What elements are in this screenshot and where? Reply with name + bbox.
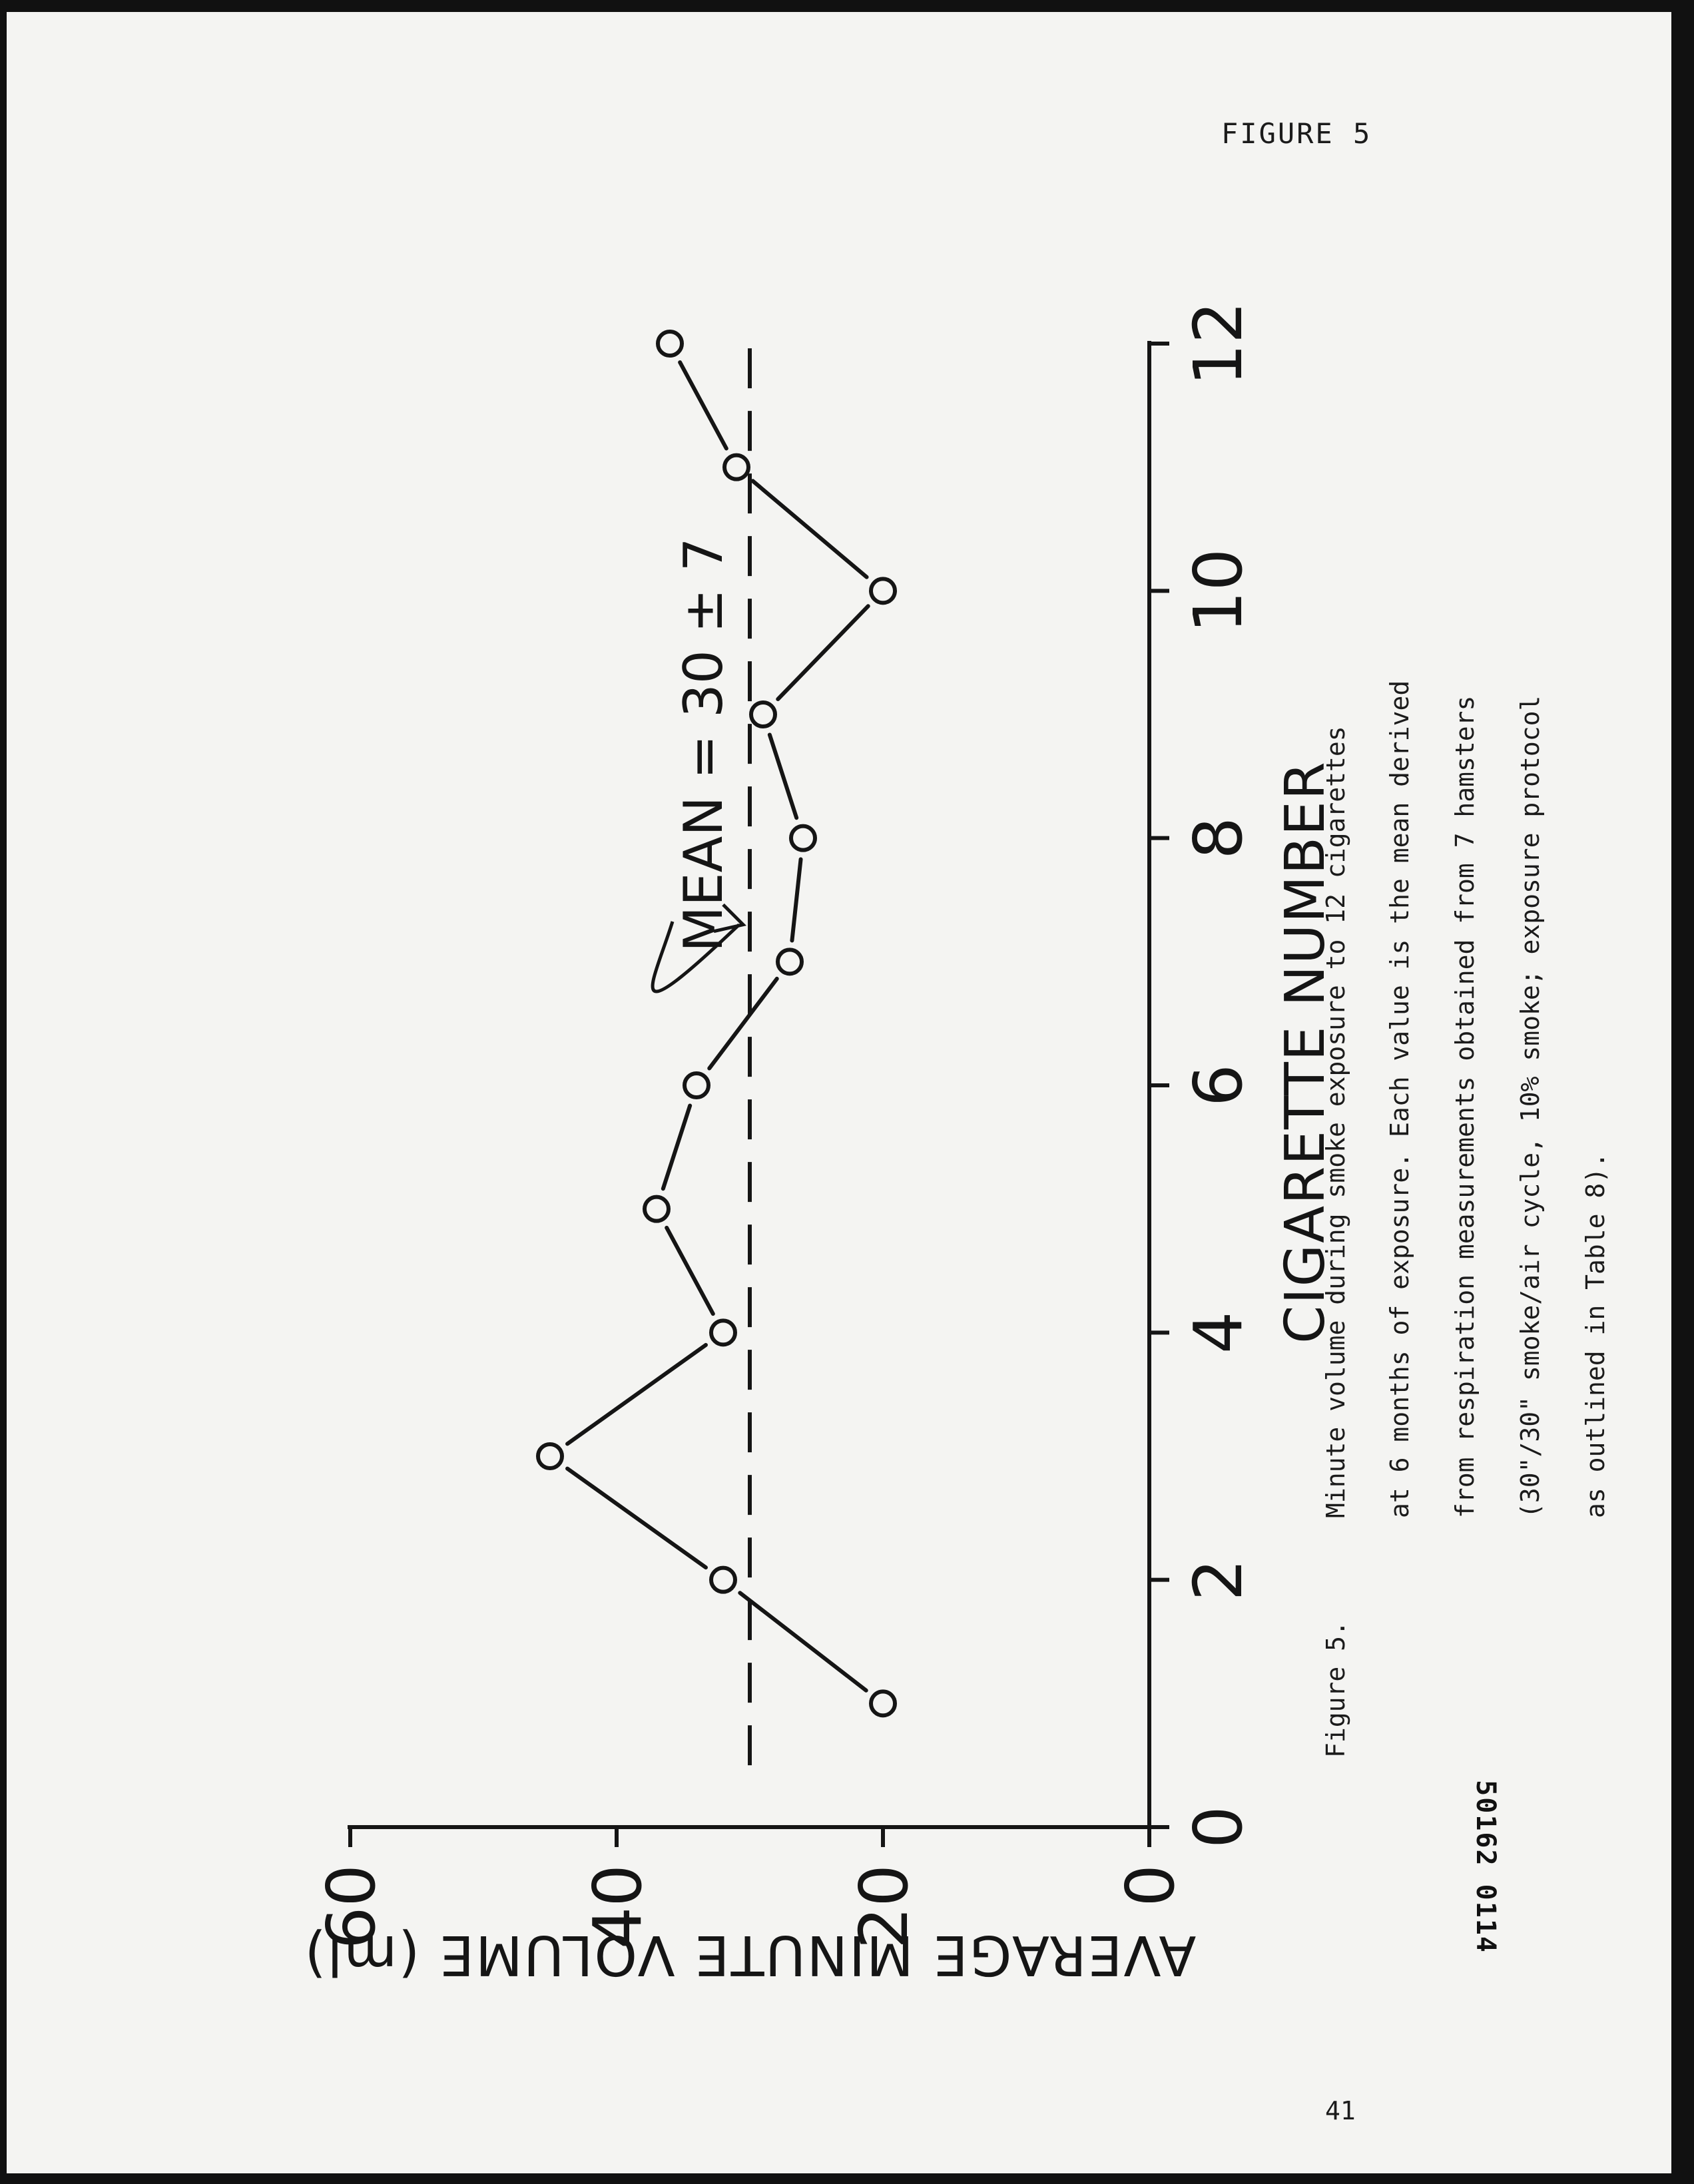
chart-axes xyxy=(348,341,1169,1847)
series-segment xyxy=(678,360,728,451)
data-point xyxy=(643,1195,671,1223)
data-point xyxy=(536,1442,564,1470)
annotation-layer: MEAN = 30 ± 7 xyxy=(651,537,746,993)
data-point xyxy=(656,330,684,358)
caption-line: at 6 months of exposure. Each value is t… xyxy=(1385,680,1414,1518)
mean-annotation: MEAN = 30 ± 7 xyxy=(673,537,734,952)
caption-prefix: Figure 5. xyxy=(1321,1621,1350,1758)
caption-line: as outlined in Table 8). xyxy=(1581,1152,1610,1518)
series-segment xyxy=(790,857,803,943)
y-tick-label: 60 xyxy=(312,1864,390,1949)
tick-labels-layer: 0 2 4 6 8 10 12 0 20 40 60 CIGARETTE NUMBER AVERAGE … xyxy=(304,301,1337,1986)
x-axis-title: CIGARETTE NUMBER xyxy=(1274,760,1337,1344)
data-point xyxy=(722,453,750,481)
x-tick-label: 8 xyxy=(1179,817,1257,860)
caption-line: Minute volume during smoke exposure to 1… xyxy=(1321,726,1350,1518)
caption-line: from respiration measurements obtained f… xyxy=(1450,695,1480,1518)
series-segment xyxy=(565,1466,708,1570)
series-segment xyxy=(661,1103,693,1191)
x-tick-label: 2 xyxy=(1179,1559,1257,1601)
data-point xyxy=(709,1565,737,1594)
series-segment xyxy=(565,1342,708,1446)
annotation-arrowhead xyxy=(713,903,746,934)
series-segment xyxy=(665,1225,715,1316)
series-layer xyxy=(536,330,897,1718)
data-point xyxy=(869,577,897,605)
document-id-stamp: 50162 0114 xyxy=(1470,1780,1501,1954)
data-point xyxy=(709,1318,737,1347)
y-axis-title: AVERAGE MINUTE VOLUME (ml) xyxy=(304,1923,1197,1986)
data-point xyxy=(776,948,804,976)
series-segment xyxy=(750,479,869,579)
series-segment xyxy=(707,976,779,1071)
series-segment xyxy=(767,732,799,820)
x-tick-label: 0 xyxy=(1179,1806,1257,1848)
figure-label: FIGURE 5 xyxy=(1221,117,1372,150)
y-tick-label: 0 xyxy=(1111,1864,1189,1907)
data-point xyxy=(789,824,817,852)
x-tick-label: 10 xyxy=(1179,549,1257,633)
data-point xyxy=(683,1071,710,1099)
x-tick-label: 4 xyxy=(1179,1312,1257,1354)
data-point xyxy=(749,700,777,728)
x-tick-label: 6 xyxy=(1179,1064,1257,1107)
x-tick-label: 12 xyxy=(1179,301,1257,386)
page-number: 41 xyxy=(1325,2096,1356,2125)
series-segment xyxy=(776,604,870,702)
data-point xyxy=(869,1689,897,1718)
caption-line: (30"/30" smoke/air cycle, 10% smoke; exp… xyxy=(1516,695,1545,1518)
annotation-arrow xyxy=(651,921,740,993)
y-tick-label: 40 xyxy=(579,1864,657,1949)
y-tick-label: 20 xyxy=(845,1864,923,1949)
series-segment xyxy=(738,1591,868,1693)
